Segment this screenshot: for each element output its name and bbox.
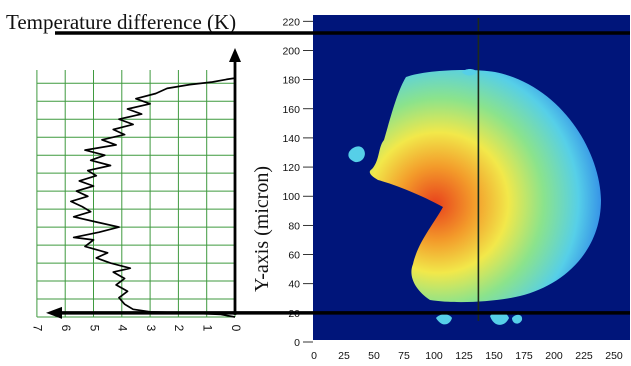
y-axis-label: Y-axis (micron): [251, 166, 273, 292]
profile-x-tick-label: 2: [172, 325, 186, 332]
map-x-tick-label: 150: [485, 350, 503, 362]
profile-x-tick-label: 7: [31, 325, 45, 332]
map-y-tick-label: 140: [282, 133, 300, 145]
profile-x-ticks: 0 1 2 3 4 5 6 7: [31, 325, 243, 332]
map-y-tick-label: 220: [282, 16, 300, 28]
temperature-profile-line: [70, 77, 236, 318]
left-arrowhead: [46, 306, 62, 319]
map-x-tick-label: 0: [311, 350, 317, 362]
chart-title: Temperature difference (K): [6, 10, 236, 34]
droplet-speck-bottom-left: [436, 314, 452, 325]
heated-droplet-region: [369, 69, 601, 303]
map-y-tick-label: 0: [294, 337, 300, 349]
map-x-tick-label: 75: [398, 350, 410, 362]
droplet-speck-bottom-right: [490, 311, 509, 325]
map-x-tick-label: 225: [575, 350, 593, 362]
map-x-tick-label: 250: [605, 350, 623, 362]
profile-x-tick-label: 3: [144, 325, 158, 332]
map-y-tick-label: 200: [282, 45, 300, 57]
profile-x-tick-label: 6: [59, 325, 73, 332]
droplet-speck-top: [462, 69, 477, 76]
map-x-tick-label: 50: [368, 350, 380, 362]
profile-x-tick-label: 1: [201, 325, 215, 332]
profile-x-tick-label: 5: [87, 325, 101, 332]
map-x-tick-label: 125: [455, 350, 473, 362]
map-y-tick-label: 180: [282, 75, 300, 87]
map-x-tick-label: 200: [545, 350, 563, 362]
map-y-tick-label: 120: [282, 162, 300, 174]
up-arrowhead: [229, 48, 241, 62]
map-y-tick-label: 160: [282, 104, 300, 116]
thermal-map: [348, 69, 601, 325]
map-x-tick-label: 100: [425, 350, 443, 362]
map-x-tick-label: 25: [338, 350, 350, 362]
map-y-tick-label: 100: [282, 191, 300, 203]
map-y-ticks: 020406080100120140160180200220: [282, 16, 313, 349]
droplet-speck-right: [512, 314, 523, 324]
map-y-tick-label: 80: [288, 220, 300, 232]
profile-x-tick-label: 4: [116, 325, 130, 332]
profile-x-tick-label: 0: [229, 325, 243, 332]
droplet-speck-left: [348, 146, 365, 163]
map-x-ticks: 0 25 50 75 100 125 150 175 200 225 250: [311, 350, 623, 362]
map-x-tick-label: 175: [515, 350, 533, 362]
map-y-tick-label: 40: [288, 279, 300, 291]
map-y-tick-label: 60: [288, 250, 300, 262]
